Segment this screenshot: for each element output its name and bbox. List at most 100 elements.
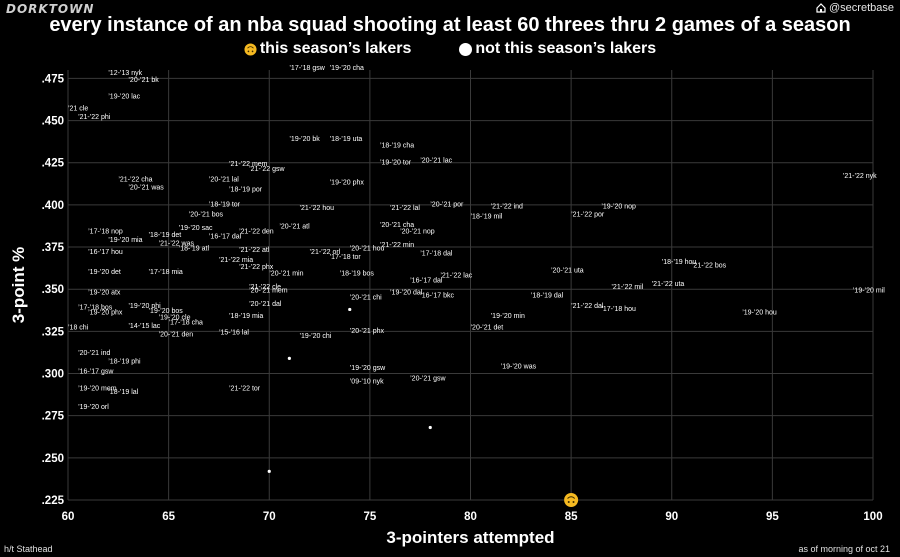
point-marker — [287, 356, 291, 360]
point-label: ’21-’22 mem — [229, 161, 268, 168]
chart-title: every instance of an nba squad shooting … — [49, 14, 851, 36]
axis-ticks: 60 65 70 75 80 85 90 95 100 .225 .250 .275 .300 .325.… — [42, 73, 883, 523]
point-label: ’21-’22 por — [571, 212, 605, 219]
point-label: ’19-’20 phx — [88, 310, 123, 317]
y-tick-label: .325 — [42, 326, 65, 338]
point-label: ’21 cle — [68, 105, 88, 112]
y-tick-label: .475 — [42, 73, 65, 85]
y-tick-label: .450 — [42, 116, 64, 128]
point-label: ’21-’22 mia — [219, 257, 253, 264]
point-label: ’18-’19 phi — [108, 358, 141, 365]
point-label: ’17-’18 dal — [420, 250, 453, 257]
point-label: ’20-’21 chi — [350, 294, 382, 301]
point-label: ’18 chi — [68, 325, 89, 332]
point-label: ’21-’22 uta — [652, 281, 685, 288]
point-label: ’20-’21 hou — [350, 245, 385, 252]
point-label: ’21-’22 cle — [249, 284, 281, 291]
y-tick-label: .425 — [42, 158, 65, 170]
data-points: ’12-’13 nyk ’17-’18 gsw ’19-’20 cha ’20-’21… — [68, 65, 885, 507]
point-label: ’17-’18 bos — [78, 304, 113, 311]
point-label: ’21-’22 gsw — [249, 166, 285, 173]
point-label: ’12-’13 nyk — [108, 70, 142, 77]
y-axis-title: 3-point % — [9, 247, 28, 324]
point-label: ’18-’19 cha — [380, 143, 414, 150]
point-label: ’21-’22 tor — [229, 385, 261, 392]
point-marker — [428, 425, 432, 430]
x-tick-label: 100 — [863, 511, 882, 523]
point-label: ’20-’21 por — [430, 202, 464, 209]
point-label: ’19-’20 bos — [149, 308, 184, 315]
home-icon — [816, 3, 826, 13]
point-label: ’19-’20 gsw — [350, 365, 386, 372]
point-label: ’18-’19 uta — [330, 136, 363, 143]
point-label: ’20-’21 lac — [420, 158, 452, 165]
point-label: ’21-’22 hou — [299, 205, 334, 212]
point-label: ’19-’20 hou — [742, 310, 777, 317]
x-tick-label: 90 — [665, 511, 678, 523]
x-tick-label: 75 — [363, 511, 376, 523]
point-label: ’21-’22 cha — [118, 176, 152, 183]
point-label: ’20-’21 uta — [551, 267, 584, 274]
point-label: ’19-’20 chi — [299, 333, 331, 340]
legend-item-lakers: this season’s lakers — [244, 40, 412, 58]
point-label: ’19-’20 cha — [330, 65, 364, 72]
point-label: ’19-’20 mil — [853, 288, 885, 295]
point-label: ’21-’22 min — [380, 242, 414, 249]
point-label: ’21-’22 mil — [611, 284, 643, 291]
point-label: ’18-’19 hou — [662, 259, 697, 266]
point-label: ’17-’18 nop — [88, 229, 123, 236]
point-label: ’17-’18 hou — [601, 306, 636, 313]
point-marker — [267, 469, 271, 473]
point-label: ’16-’17 hou — [88, 249, 123, 256]
point-label: ’19-’20 min — [491, 313, 525, 320]
point-label: ’20-’21 gsw — [410, 375, 446, 382]
point-label: ’21-’22 lac — [440, 272, 472, 279]
point-label: ’20-’21 lal — [209, 176, 239, 183]
legend-label-lakers: this season’s lakers — [259, 40, 412, 57]
point-label: ’18-’19 det — [149, 232, 182, 239]
grid-lines — [67, 70, 874, 501]
point-label: ’17-’18 mia — [149, 269, 183, 276]
point-label: ’20-’21 atl — [279, 224, 310, 231]
point-label: ’21-’22 den — [239, 229, 274, 236]
point-label: ’19-’20 atx — [88, 289, 121, 296]
point-label: ’21-’22 bos — [692, 262, 727, 269]
point-label: ’20-’21 min — [269, 271, 303, 278]
point-label: ’20-’21 nop — [400, 229, 435, 236]
y-tick-label: .350 — [42, 284, 64, 296]
point-label: ’09-’10 nyk — [350, 379, 384, 386]
point-label: ’21-’22 orl — [310, 249, 341, 256]
point-label: ’19-’20 cle — [159, 315, 191, 322]
point-label: ’17-’18 tor — [330, 254, 362, 261]
credit-text: h/t Stathead — [4, 544, 53, 554]
legend-label-others: not this season’s lakers — [475, 40, 657, 57]
y-tick-label: .375 — [42, 242, 65, 254]
point-label: ’21-’22 atl — [239, 247, 270, 254]
point-label: ’21-’22 nyk — [843, 173, 877, 180]
point-label: ’21-’22 was — [159, 240, 195, 247]
point-label: ’19-’20 det — [88, 269, 121, 276]
upside-down-face-icon — [244, 42, 257, 56]
point-label: ’17-’18 gsw — [289, 65, 325, 72]
point-label: ’20-’21 phx — [350, 328, 385, 335]
point-label: ’14-’15 lac — [128, 323, 160, 330]
point-label: ’18-’19 por — [229, 186, 263, 193]
point-label: ’19-’20 sac — [179, 225, 213, 232]
point-label: ’20-’21 cha — [380, 222, 414, 229]
y-tick-label: .250 — [42, 453, 64, 465]
point-label: ’16-’17 dal — [410, 277, 443, 284]
point-label: ’16-’17 bkc — [420, 293, 454, 300]
x-tick-label: 65 — [162, 511, 175, 523]
point-label: ’18-’19 mia — [229, 313, 263, 320]
point-label: ’19-’20 bk — [289, 136, 320, 143]
point-label: ’19-’20 tor — [380, 159, 412, 166]
point-label: ’18-’19 atl — [179, 245, 210, 252]
point-label: ’18-’19 mil — [471, 213, 503, 220]
y-tick-label: .225 — [42, 495, 65, 507]
point-label: ’20-’21 det — [471, 325, 504, 332]
white-dot-icon — [459, 42, 473, 56]
point-label: ’18-’19 dal — [531, 293, 564, 300]
point-label: ’20-’21 ind — [78, 350, 110, 357]
point-label: ’19-’20 phx — [330, 180, 365, 187]
